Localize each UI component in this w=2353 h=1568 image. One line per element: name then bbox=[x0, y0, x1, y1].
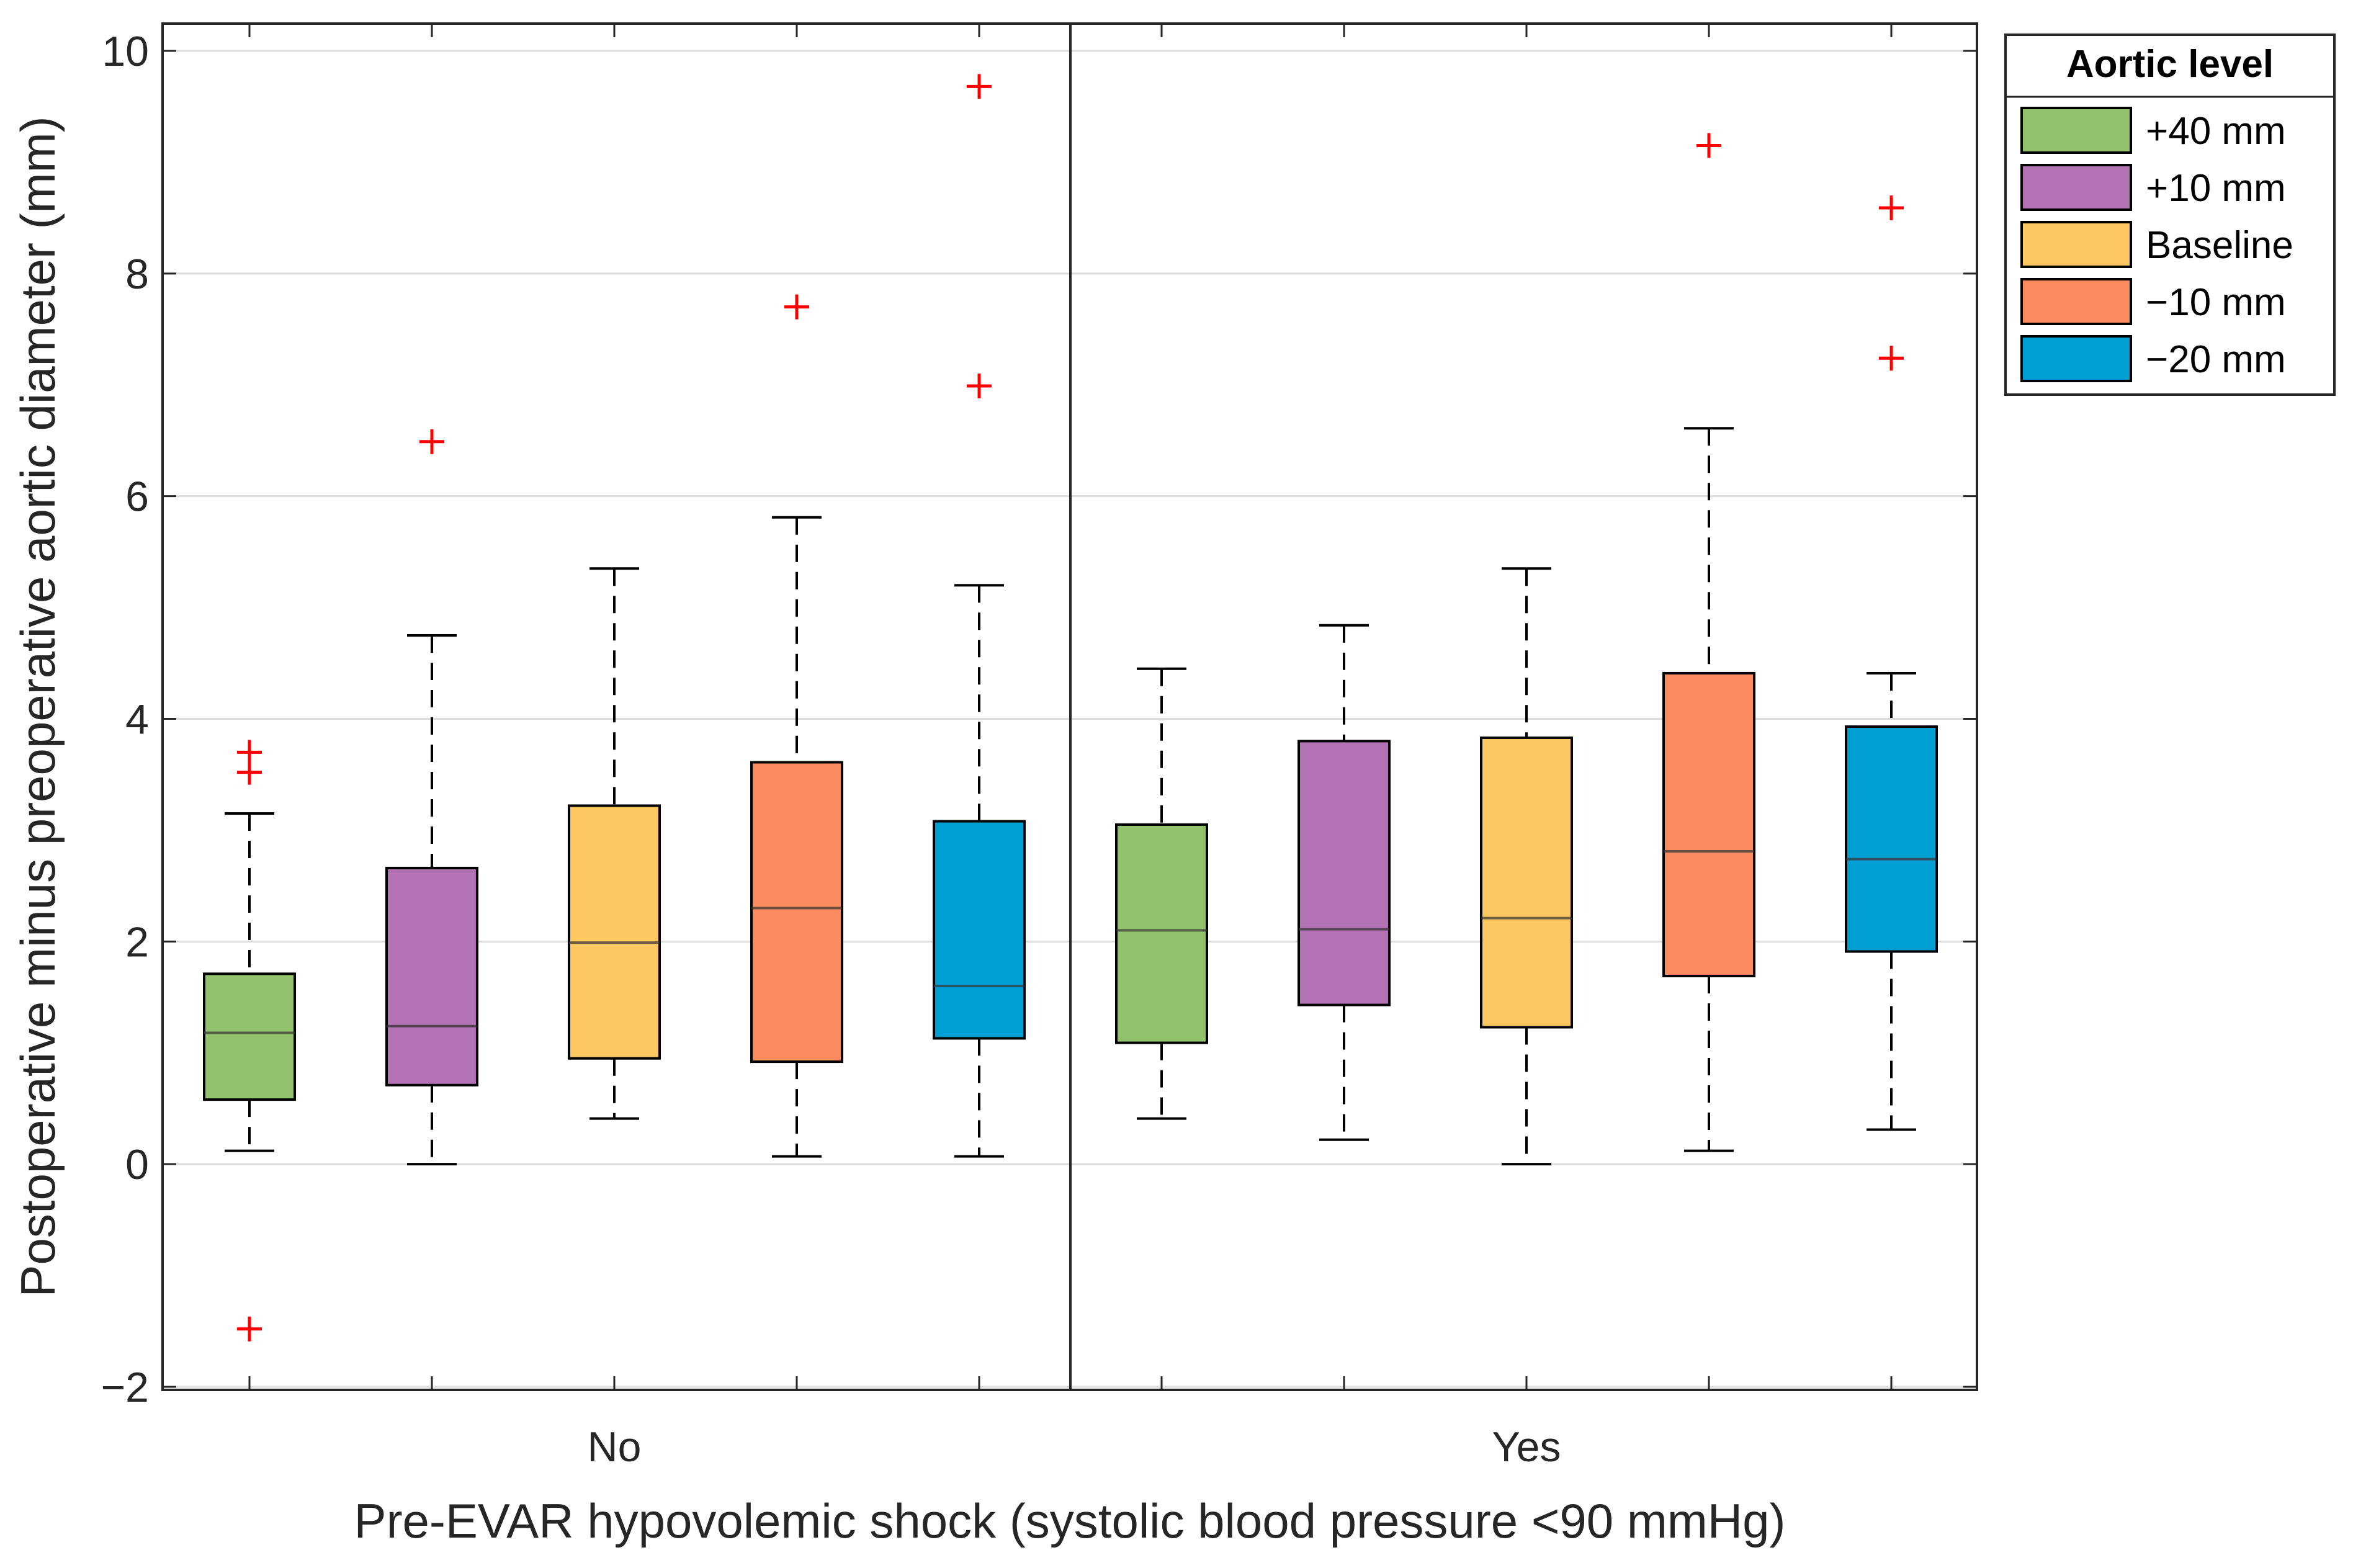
outlier-marker bbox=[237, 1316, 262, 1342]
outlier-marker bbox=[419, 429, 444, 454]
outlier-marker bbox=[237, 740, 262, 765]
box-iqr bbox=[1845, 725, 1938, 953]
legend-swatch bbox=[2020, 164, 2132, 211]
x-axis-title: Pre-EVAR hypovolemic shock (systolic blo… bbox=[354, 1494, 1786, 1548]
legend-entry-label: −10 mm bbox=[2146, 281, 2286, 324]
box-iqr bbox=[750, 761, 843, 1064]
box-iqr bbox=[1115, 823, 1208, 1044]
legend-entry-label: +40 mm bbox=[2146, 110, 2286, 153]
outlier-marker bbox=[1879, 195, 1904, 220]
legend-title: Aortic level bbox=[2066, 43, 2274, 86]
legend-entry-label: +10 mm bbox=[2146, 167, 2286, 210]
y-tick-label: 4 bbox=[125, 696, 149, 743]
legend: Aortic level +40 mm +10 mm Baseline −10 mm −… bbox=[2004, 34, 2336, 396]
box-iqr bbox=[385, 866, 478, 1086]
y-axis-title: Postoperative minus preoperative aortic … bbox=[11, 116, 65, 1297]
legend-frame bbox=[2004, 34, 2336, 396]
legend-swatch bbox=[2020, 335, 2132, 382]
axes-layer: −2 0 2 4 6 8 10 No Yes bbox=[101, 22, 1978, 1471]
legend-swatch bbox=[2020, 107, 2132, 154]
box-iqr bbox=[1480, 737, 1573, 1029]
outlier-marker bbox=[1879, 346, 1904, 371]
y-tick-label: 0 bbox=[125, 1141, 149, 1188]
legend-swatch bbox=[2020, 221, 2132, 268]
y-tick-label: −2 bbox=[101, 1364, 149, 1411]
box-iqr bbox=[933, 820, 1026, 1040]
y-tick-label: 2 bbox=[125, 918, 149, 965]
legend-entry-label: Baseline bbox=[2146, 224, 2293, 267]
x-group-label: Yes bbox=[1492, 1423, 1561, 1471]
legend-entry-label: −20 mm bbox=[2146, 338, 2286, 381]
box-iqr bbox=[568, 804, 661, 1060]
box-iqr bbox=[203, 972, 296, 1101]
box-iqr bbox=[1662, 671, 1755, 977]
box-iqr bbox=[1298, 740, 1391, 1006]
outlier-marker bbox=[784, 294, 809, 320]
legend-swatch bbox=[2020, 278, 2132, 325]
y-tick-label: 8 bbox=[125, 251, 149, 298]
outlier-marker bbox=[967, 74, 992, 99]
y-tick-label: 10 bbox=[102, 28, 149, 75]
y-tick-label: 6 bbox=[125, 473, 149, 521]
outlier-marker bbox=[967, 374, 992, 399]
x-group-label: No bbox=[588, 1423, 642, 1471]
boxes-layer bbox=[203, 74, 1938, 1342]
outlier-marker bbox=[1696, 133, 1721, 158]
